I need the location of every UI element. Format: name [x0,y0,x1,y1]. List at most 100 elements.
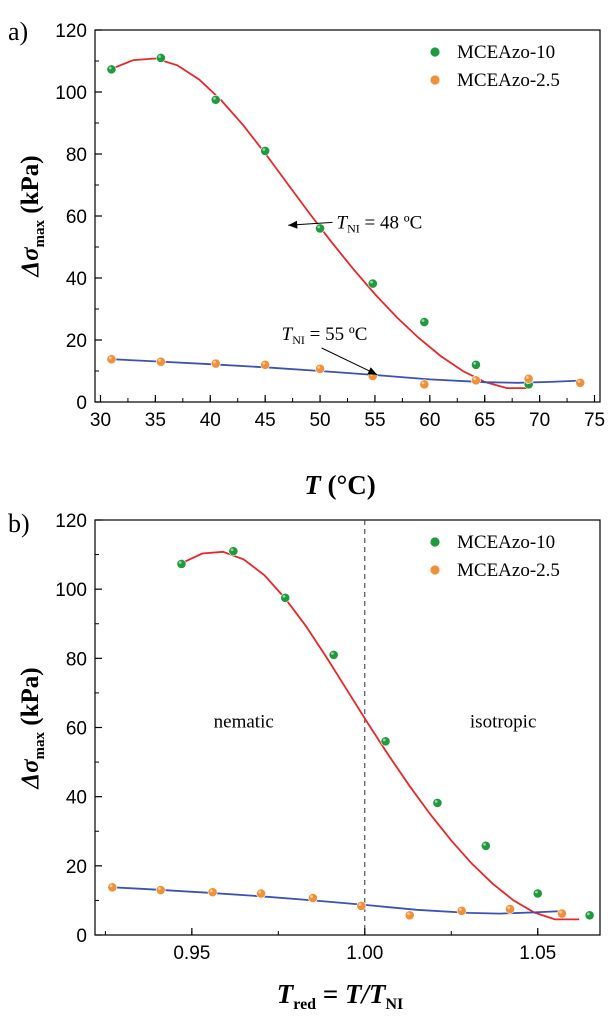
data-point [228,546,239,557]
data-point [404,910,415,921]
legend-label: MCEAzo-10 [457,532,555,553]
fit-curve-2 [112,886,563,915]
annotation-main: T [282,324,294,345]
x-tick-label: 35 [145,410,166,431]
x-tick-label: 60 [419,410,440,431]
x-tick-label: 30 [90,410,111,431]
data-point-highlight [458,907,462,911]
data-point-highlight [407,912,410,916]
annotation-arrowhead [288,220,298,229]
data-point-highlight [213,96,216,100]
data-point [328,649,339,660]
y-axis-label-sub: max [32,731,48,759]
fit-curve-1 [181,550,580,921]
data-point [176,559,187,569]
region-label: nematic [214,712,274,733]
data-point-highlight [382,738,386,742]
data-point-highlight [586,912,590,916]
data-point [315,363,325,374]
legend-label: MCEAzo-10 [457,42,555,63]
data-point [280,592,291,603]
data-point-highlight [525,375,529,379]
data-point-highlight [230,548,234,552]
chart-panel-1: a) 0 20 40 60 80 100 120 30 35 40 45 50 55 60 65 70 75 MCE… [8,17,605,500]
x-axis-label-equals: = [316,979,345,1009]
data-point [256,888,266,899]
data-point [575,377,586,388]
data-point-highlight [158,358,161,362]
x-tick-label: 55 [364,410,385,431]
data-point-highlight [421,319,425,323]
data-point-highlight [358,903,362,906]
data-point [210,358,221,369]
data-point [505,904,515,914]
data-point [532,888,543,899]
data-point [557,908,567,919]
region-label: isotropic [470,712,537,733]
data-point [523,373,534,384]
data-point [106,64,117,75]
x-axis-label-main2: T [345,979,363,1009]
annotation-rest: = 55 ºC [305,324,368,345]
y-tick-label: 60 [66,719,87,740]
legend-marker [430,47,440,57]
data-point-highlight [317,366,321,369]
y-tick-label: 40 [66,788,87,809]
panel-label: b) [8,509,30,538]
y-tick-label: 80 [66,649,87,670]
panel-label: a) [8,17,28,46]
data-point [155,53,166,63]
x-axis-label-main: T [277,979,295,1009]
x-tick-label: 40 [200,410,221,431]
y-tick-label: 40 [66,269,87,290]
data-point [107,882,118,893]
x-axis-label-main3: T [369,979,387,1009]
annotation-sub: NI [292,333,305,347]
x-tick-label: 0.95 [173,943,210,964]
data-point-highlight [434,800,438,803]
legend-marker [430,75,440,85]
data-point [471,359,481,370]
legend-marker [430,537,440,547]
data-point [584,910,595,921]
x-tick-label: 70 [529,410,550,431]
x-axis-label: Tred = T/TNI [277,979,404,1013]
data-point-highlight [108,66,112,70]
data-point [380,736,391,747]
y-tick-label: 120 [55,511,87,532]
data-point [419,379,430,390]
y-axis-label-unit: (kPa) [17,667,44,732]
annotation-label: TNI = 48 ºC [337,212,423,235]
x-axis-label-sub: red [293,996,316,1013]
x-axis-label: T (°C) [304,470,376,500]
y-tick-label: 20 [66,331,87,352]
legend-label: MCEAzo-2.5 [457,70,560,91]
fit-curve-2 [111,358,581,384]
x-tick-label: 75 [584,410,605,431]
y-tick-label: 80 [66,145,87,166]
y-tick-label: 20 [66,857,87,878]
y-axis-label-sub: max [32,219,48,247]
annotation-sub: NI [347,221,360,235]
data-point-highlight [109,884,113,888]
y-tick-label: 60 [66,207,87,228]
data-point-highlight [577,379,581,383]
data-point-highlight [158,55,161,58]
data-point-highlight [507,906,511,910]
data-point [456,905,467,916]
data-point-highlight [209,889,213,893]
y-tick-label: 0 [76,926,87,947]
data-point [260,145,271,156]
y-tick-label: 100 [55,580,87,601]
chart-panel-2: b) 0 20 40 60 80 100 120 0.95 1.00 1.05 MCEAzo-10 MC… [8,509,601,1013]
data-point-highlight [473,377,477,381]
y-tick-label: 100 [55,83,87,104]
data-point [210,94,221,105]
data-point [367,278,378,289]
x-tick-label: 1.05 [519,943,556,964]
data-point [356,901,367,911]
data-point [308,893,318,903]
data-point-highlight [535,890,538,894]
annotation-label: TNI = 55 ºC [282,324,368,347]
